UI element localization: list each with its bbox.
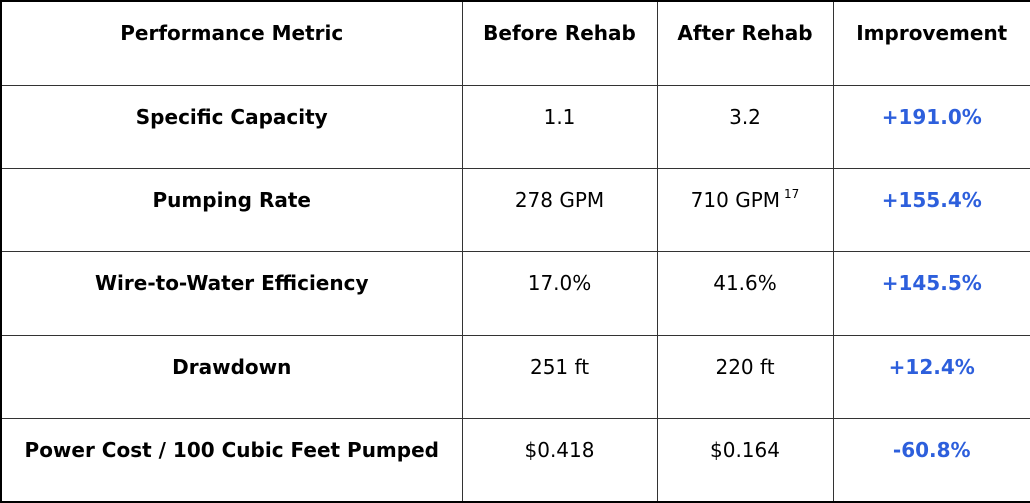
table-body: Specific Capacity 1.1 3.2 +191.0% Pumping Ra… (0, 84, 1030, 503)
footnote-ref: 17 (784, 186, 800, 201)
improvement-cell: +145.5% (832, 251, 1030, 336)
table-row: Drawdown 251 ft 220 ft +12.4% (0, 334, 1030, 420)
value-cell: 3.2 (656, 84, 834, 169)
value-cell: $0.164 (656, 418, 834, 503)
value-cell: 17.0% (461, 251, 658, 336)
header-cell: Before Rehab (461, 0, 658, 86)
table-row: Specific Capacity 1.1 3.2 +191.0% (0, 84, 1030, 169)
metric-cell: Power Cost / 100 Cubic Feet Pumped (0, 418, 463, 503)
value-cell: 710 GPM 17 (656, 167, 834, 253)
header-cell: After Rehab (656, 0, 834, 86)
value-cell: 278 GPM (461, 167, 658, 253)
improvement-cell: -60.8% (832, 418, 1030, 503)
improvement-cell: +12.4% (832, 334, 1030, 420)
value-cell: 1.1 (461, 84, 658, 169)
improvement-cell: +155.4% (832, 167, 1030, 253)
header-cell: Performance Metric (0, 0, 463, 86)
header-row: Performance Metric Before Rehab After Reha… (0, 0, 1030, 86)
value-cell: 220 ft (656, 334, 834, 420)
table-row: Wire-to-Water Efficiency 17.0% 41.6% +145.5… (0, 251, 1030, 336)
improvement-cell: +191.0% (832, 84, 1030, 169)
value-cell: 251 ft (461, 334, 658, 420)
header-cell: Improvement (832, 0, 1030, 86)
value-cell: 41.6% (656, 251, 834, 336)
metric-cell: Drawdown (0, 334, 463, 420)
metric-cell: Specific Capacity (0, 84, 463, 169)
metric-cell: Pumping Rate (0, 167, 463, 253)
metric-cell: Wire-to-Water Efficiency (0, 251, 463, 336)
table-row: Pumping Rate 278 GPM 710 GPM 17 +155.4% (0, 167, 1030, 253)
cell-text: 710 GPM (690, 187, 781, 212)
value-cell: $0.418 (461, 418, 658, 503)
table-row: Power Cost / 100 Cubic Feet Pumped $0.418… (0, 418, 1030, 503)
